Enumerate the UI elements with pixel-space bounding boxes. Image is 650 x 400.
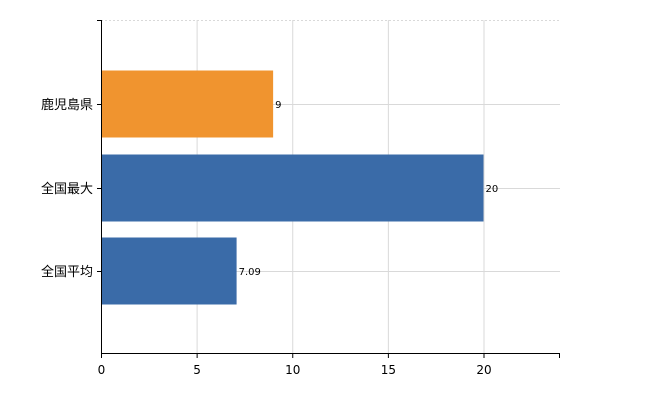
data-label-1: 20 [486, 184, 499, 195]
labels: 9 鹿児島県 20 全国最大 7.09 全国平均 0 5 10 15 20 [41, 97, 498, 377]
x-tick-label-5: 5 [193, 363, 201, 377]
axes [97, 20, 560, 358]
category-label-2: 全国平均 [41, 264, 93, 280]
bars [101, 70, 484, 305]
category-label-1: 全国最大 [41, 181, 93, 197]
data-label-2: 7.09 [239, 267, 261, 278]
x-tick-label-0: 0 [98, 363, 106, 377]
bar-1 [101, 154, 484, 222]
x-tick-label-10: 10 [285, 363, 300, 377]
bar-2 [101, 237, 237, 305]
x-tick-label-15: 15 [381, 363, 396, 377]
data-label-0: 9 [275, 100, 281, 111]
x-tick-label-20: 20 [476, 363, 491, 377]
bar-0 [101, 70, 274, 138]
category-label-0: 鹿児島県 [41, 97, 93, 113]
